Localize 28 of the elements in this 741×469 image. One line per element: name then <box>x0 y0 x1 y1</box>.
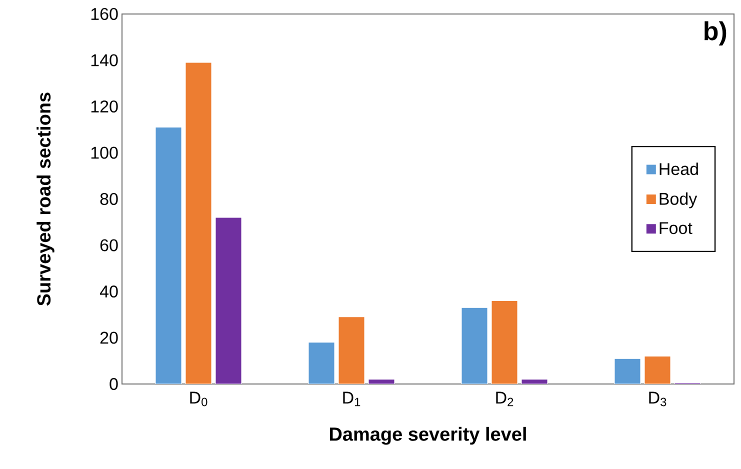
legend-label: Body <box>660 192 698 208</box>
bar <box>338 316 365 384</box>
y-tick-label: 120 <box>91 100 118 113</box>
bar <box>461 307 488 384</box>
y-tick-label: 100 <box>91 146 118 159</box>
y-tick-label: 0 <box>110 378 118 390</box>
x-axis-title: Damage severity level <box>330 426 526 445</box>
x-tick-label: D$_{1}$ <box>343 392 360 406</box>
bar <box>491 300 518 384</box>
y-tick-label: 80 <box>100 192 118 206</box>
bar <box>215 217 242 384</box>
y-tick-label: 60 <box>100 239 118 252</box>
y-tick-label: 160 <box>91 8 118 20</box>
bar <box>308 342 335 384</box>
bar <box>185 62 212 384</box>
bar <box>614 358 641 384</box>
y-tick-label: 40 <box>100 285 118 298</box>
annotation: b) <box>704 21 726 46</box>
y-tick-label: 140 <box>91 54 118 66</box>
y-tick-label: 20 <box>100 332 118 344</box>
x-tick-label: D$_{2}$ <box>496 392 514 406</box>
bar <box>644 356 671 384</box>
legend-label: Head <box>660 162 698 176</box>
y-axis-title: Surveyed road sections <box>36 92 54 306</box>
x-tick-label: D$_{0}$ <box>190 392 208 406</box>
legend-label: Foot <box>660 222 692 234</box>
x-tick-label: D$_{3}$ <box>649 392 666 406</box>
bar <box>155 127 182 384</box>
